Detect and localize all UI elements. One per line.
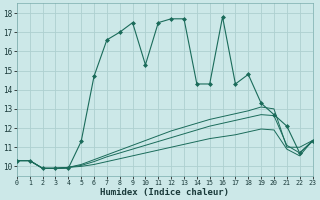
X-axis label: Humidex (Indice chaleur): Humidex (Indice chaleur): [100, 188, 229, 197]
